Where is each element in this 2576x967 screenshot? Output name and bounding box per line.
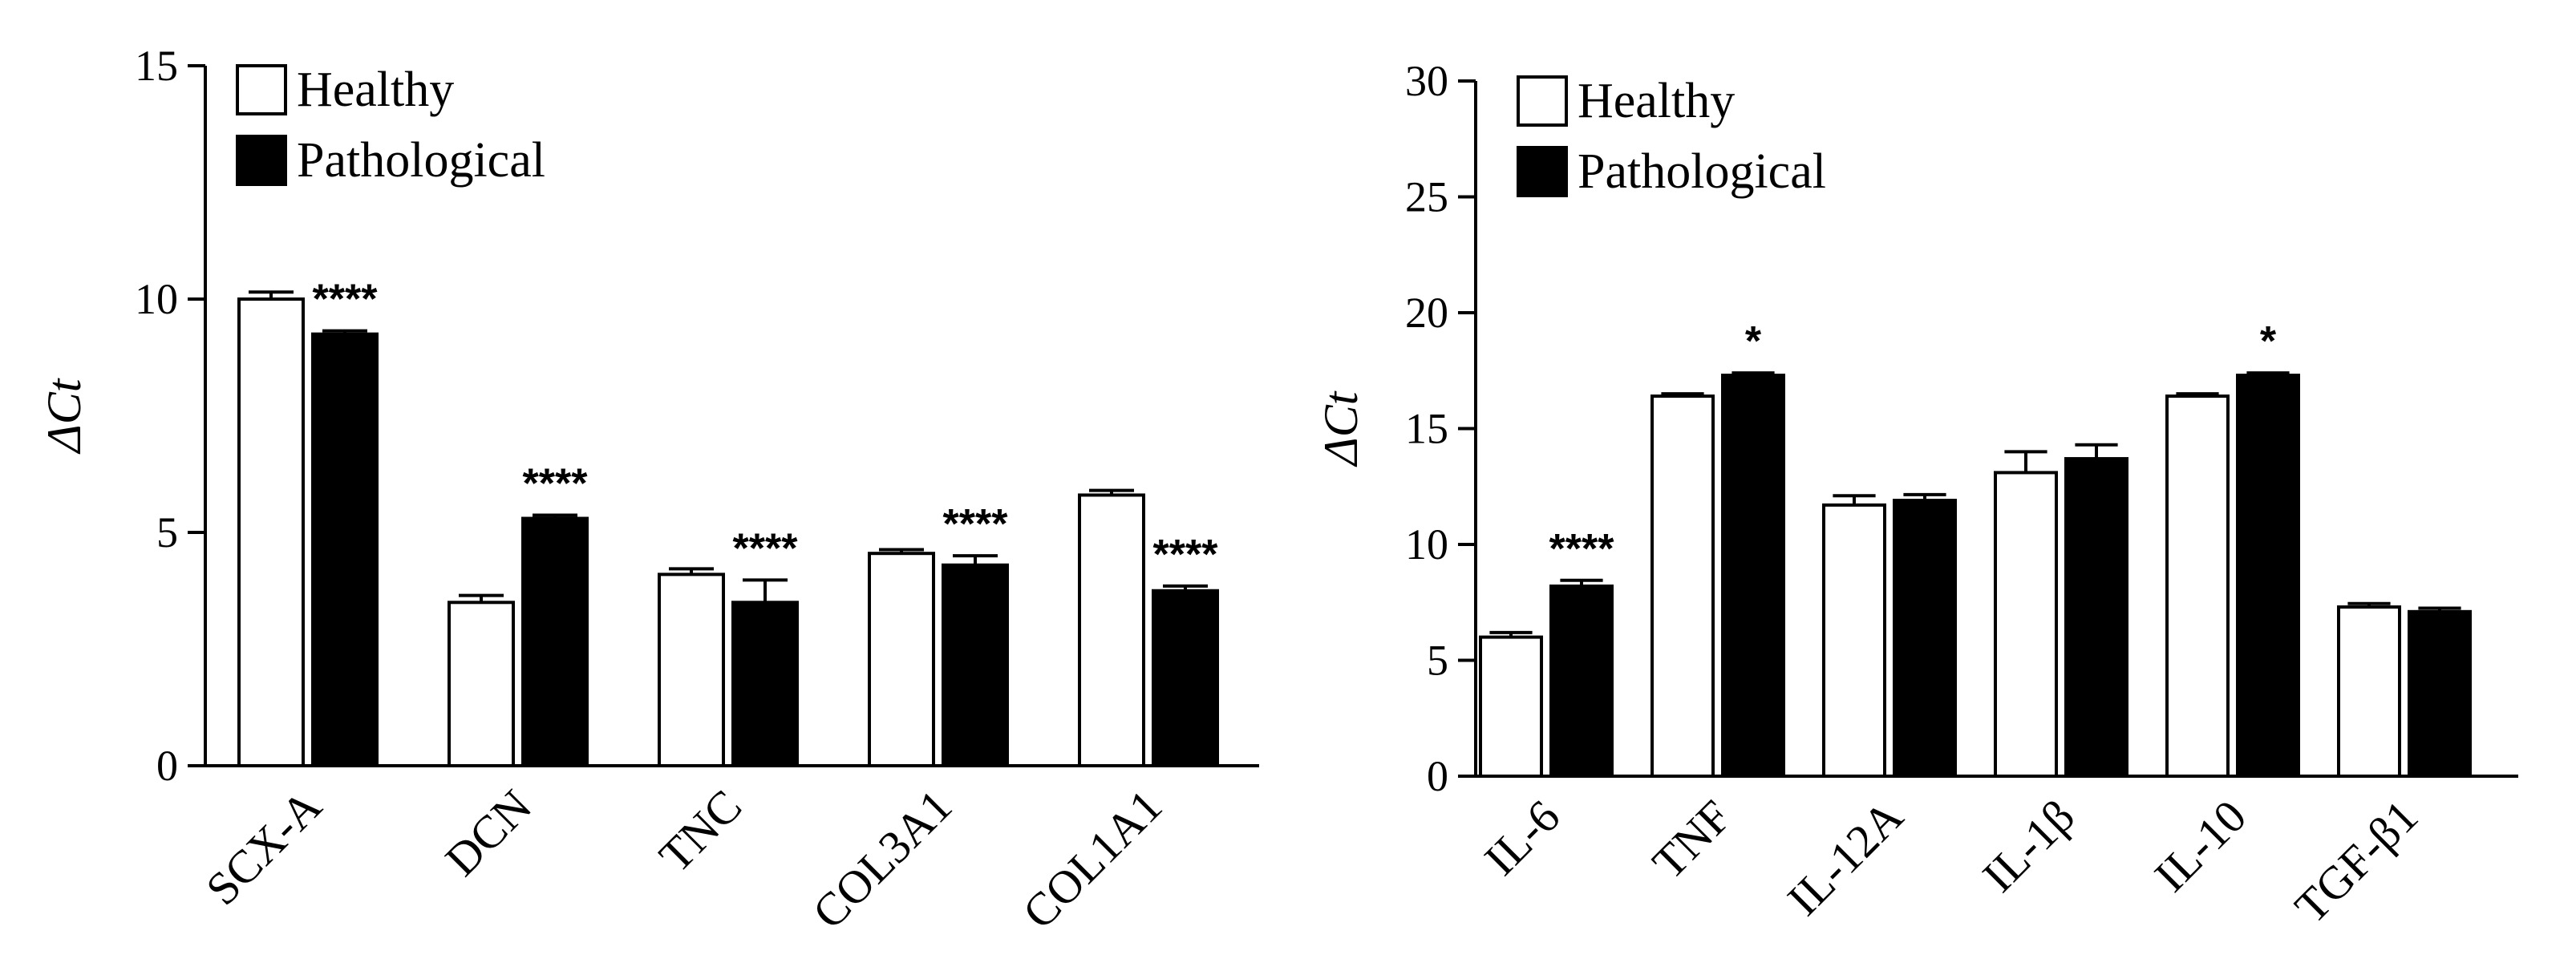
significance-marker: **** (733, 525, 799, 572)
x-category-label: IL-10 (2145, 790, 2256, 901)
bar-pathological (942, 563, 1009, 767)
y-tick-label: 25 (1405, 173, 1448, 221)
y-tick-label: 0 (1427, 752, 1448, 800)
x-category-label: TNF (1642, 790, 1741, 888)
x-category-label: TNC (649, 779, 751, 882)
bar-pathological (1549, 585, 1614, 779)
x-category-label: DCN (435, 779, 542, 886)
y-tick-label: 15 (1405, 405, 1448, 453)
y-tick-label: 30 (1405, 57, 1448, 105)
bar-pathological (1152, 589, 1219, 767)
significance-marker: * (2260, 318, 2277, 365)
bar-healthy (237, 297, 305, 767)
bar-pathological (1893, 499, 1957, 779)
x-category-label: IL-1β (1972, 790, 2084, 902)
bar-pathological (731, 601, 799, 767)
significance-marker: **** (313, 277, 379, 323)
chart-panel-cytokine-genes: 0 5 10 15 20 25 30 ΔCt **** IL-6 * TNF IL-12A IL-1β * I… (1314, 57, 2518, 933)
x-category-label: TGF-β1 (2285, 790, 2428, 933)
bar-pathological (1721, 374, 1785, 778)
legend-swatch-pathological (1517, 146, 1568, 197)
x-category-label: COL1A1 (1013, 779, 1173, 939)
y-tick-label: 5 (1427, 637, 1448, 685)
bar-healthy (1651, 394, 1715, 778)
bar-pathological (521, 516, 589, 767)
bar-healthy (2165, 394, 2230, 778)
bar-pathological (2236, 374, 2300, 778)
significance-marker: **** (1549, 526, 1615, 573)
bar-pathological (311, 332, 379, 767)
legend-label: Pathological (297, 133, 545, 188)
bar-pathological (2064, 457, 2128, 778)
bar-healthy (658, 573, 725, 767)
significance-marker: **** (943, 501, 1009, 548)
legend-swatch-healthy (236, 64, 287, 115)
y-tick-label: 10 (1405, 520, 1448, 568)
significance-marker: * (1745, 318, 1762, 365)
y-axis-label: ΔCt (1314, 390, 1367, 467)
legend-label: Healthy (297, 63, 454, 117)
x-category-label: IL-12A (1777, 790, 1913, 925)
y-axis-label: ΔCt (38, 378, 91, 454)
legend-label: Healthy (1578, 74, 1735, 128)
legend-label: Pathological (1578, 144, 1826, 199)
y-tick-label: 10 (135, 275, 178, 323)
bar-healthy (448, 601, 515, 767)
chart-panel-structural-genes: 0 5 10 15 ΔCt **** SCX-A **** DCN **** TNC **** COL3… (38, 42, 1259, 939)
y-tick-label: 0 (156, 742, 178, 790)
y-tick-label: 5 (156, 508, 178, 556)
x-category-label: IL-6 (1474, 790, 1569, 885)
x-category-label: SCX-A (196, 779, 331, 915)
bar-healthy (1822, 503, 1886, 778)
bar-healthy (1994, 471, 2058, 778)
x-category-label: COL3A1 (803, 779, 962, 939)
bar-healthy (1078, 493, 1145, 767)
significance-marker: **** (523, 460, 589, 507)
y-tick-label: 20 (1405, 289, 1448, 337)
bar-healthy (1479, 635, 1543, 778)
bar-healthy (868, 552, 935, 767)
legend-swatch-healthy (1517, 75, 1568, 127)
significance-marker: **** (1153, 532, 1219, 578)
bar-healthy (2337, 605, 2401, 779)
bar-pathological (2408, 609, 2472, 778)
y-tick-label: 15 (135, 42, 178, 90)
legend-swatch-pathological (236, 135, 287, 186)
